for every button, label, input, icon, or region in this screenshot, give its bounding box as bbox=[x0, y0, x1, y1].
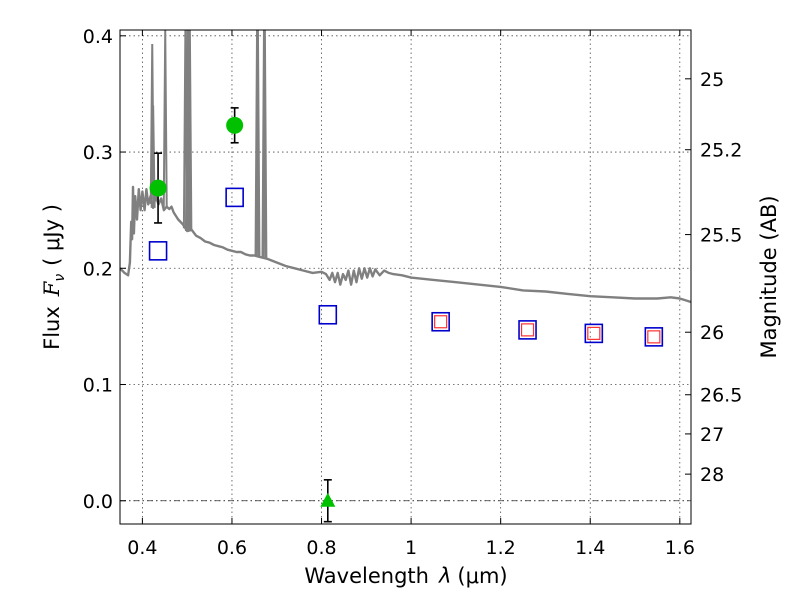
x-tick-label: 0.6 bbox=[217, 537, 247, 559]
y2-tick-label: 25 bbox=[700, 69, 724, 91]
y2-tick-label: 27 bbox=[700, 424, 724, 446]
observed-point bbox=[149, 179, 167, 197]
grid-lines bbox=[120, 30, 691, 524]
upper-limit-marker bbox=[320, 492, 336, 507]
model-photometry-square bbox=[318, 304, 338, 325]
y-tick-label: 0.3 bbox=[83, 142, 113, 164]
y2-tick-label: 26 bbox=[700, 322, 724, 344]
model-inner-square bbox=[434, 315, 448, 329]
model-photometry-square bbox=[584, 323, 604, 344]
x-tick-label: 0.8 bbox=[306, 537, 336, 559]
x-tick-label: 1.6 bbox=[665, 537, 695, 559]
y-tick-label: 0.2 bbox=[83, 258, 113, 280]
model-inner-square bbox=[587, 326, 601, 340]
model-photometry-square bbox=[225, 187, 244, 208]
y-tick-label: 0.4 bbox=[83, 26, 113, 48]
model-photometry-square bbox=[148, 241, 168, 261]
axis-ticks: 0.4 0.6 0.8 1 1.2 1.4 1.6 0.0 0.1 0.2 0.3 0.4 25 25.2… bbox=[83, 26, 743, 559]
emission-line bbox=[150, 105, 156, 208]
y2-tick-label: 28 bbox=[700, 464, 724, 486]
x-axis-label: Wavelength λ (μm) bbox=[304, 564, 507, 588]
model-inner-square bbox=[520, 323, 535, 337]
x-tick-label: 1.4 bbox=[575, 537, 605, 559]
x-tick-label: 0.4 bbox=[127, 537, 157, 559]
y2-tick-label: 25.5 bbox=[700, 225, 742, 247]
spectrum-line bbox=[119, 185, 692, 304]
photometry-points bbox=[148, 107, 664, 523]
x-tick-label: 1 bbox=[405, 537, 417, 559]
y2-tick-label: 25.2 bbox=[700, 140, 742, 162]
x-tick-label: 1.2 bbox=[486, 537, 516, 559]
emission-line bbox=[162, 29, 168, 209]
model-photometry-square bbox=[518, 320, 537, 340]
model-spectrum bbox=[119, 29, 692, 304]
model-photometry-square bbox=[644, 327, 664, 347]
plot-area-frame bbox=[119, 29, 692, 525]
model-inner-square bbox=[647, 330, 661, 344]
y-tick-label: 0.1 bbox=[83, 375, 113, 397]
y2-tick-label: 26.5 bbox=[700, 385, 742, 407]
y-axis-label: FluxFν( μJy ) bbox=[40, 204, 68, 350]
model-photometry-square bbox=[431, 311, 450, 332]
y2-axis-label: Magnitude (AB) bbox=[757, 195, 781, 358]
observed-point bbox=[226, 116, 244, 134]
y-tick-label: 0.0 bbox=[83, 491, 113, 513]
